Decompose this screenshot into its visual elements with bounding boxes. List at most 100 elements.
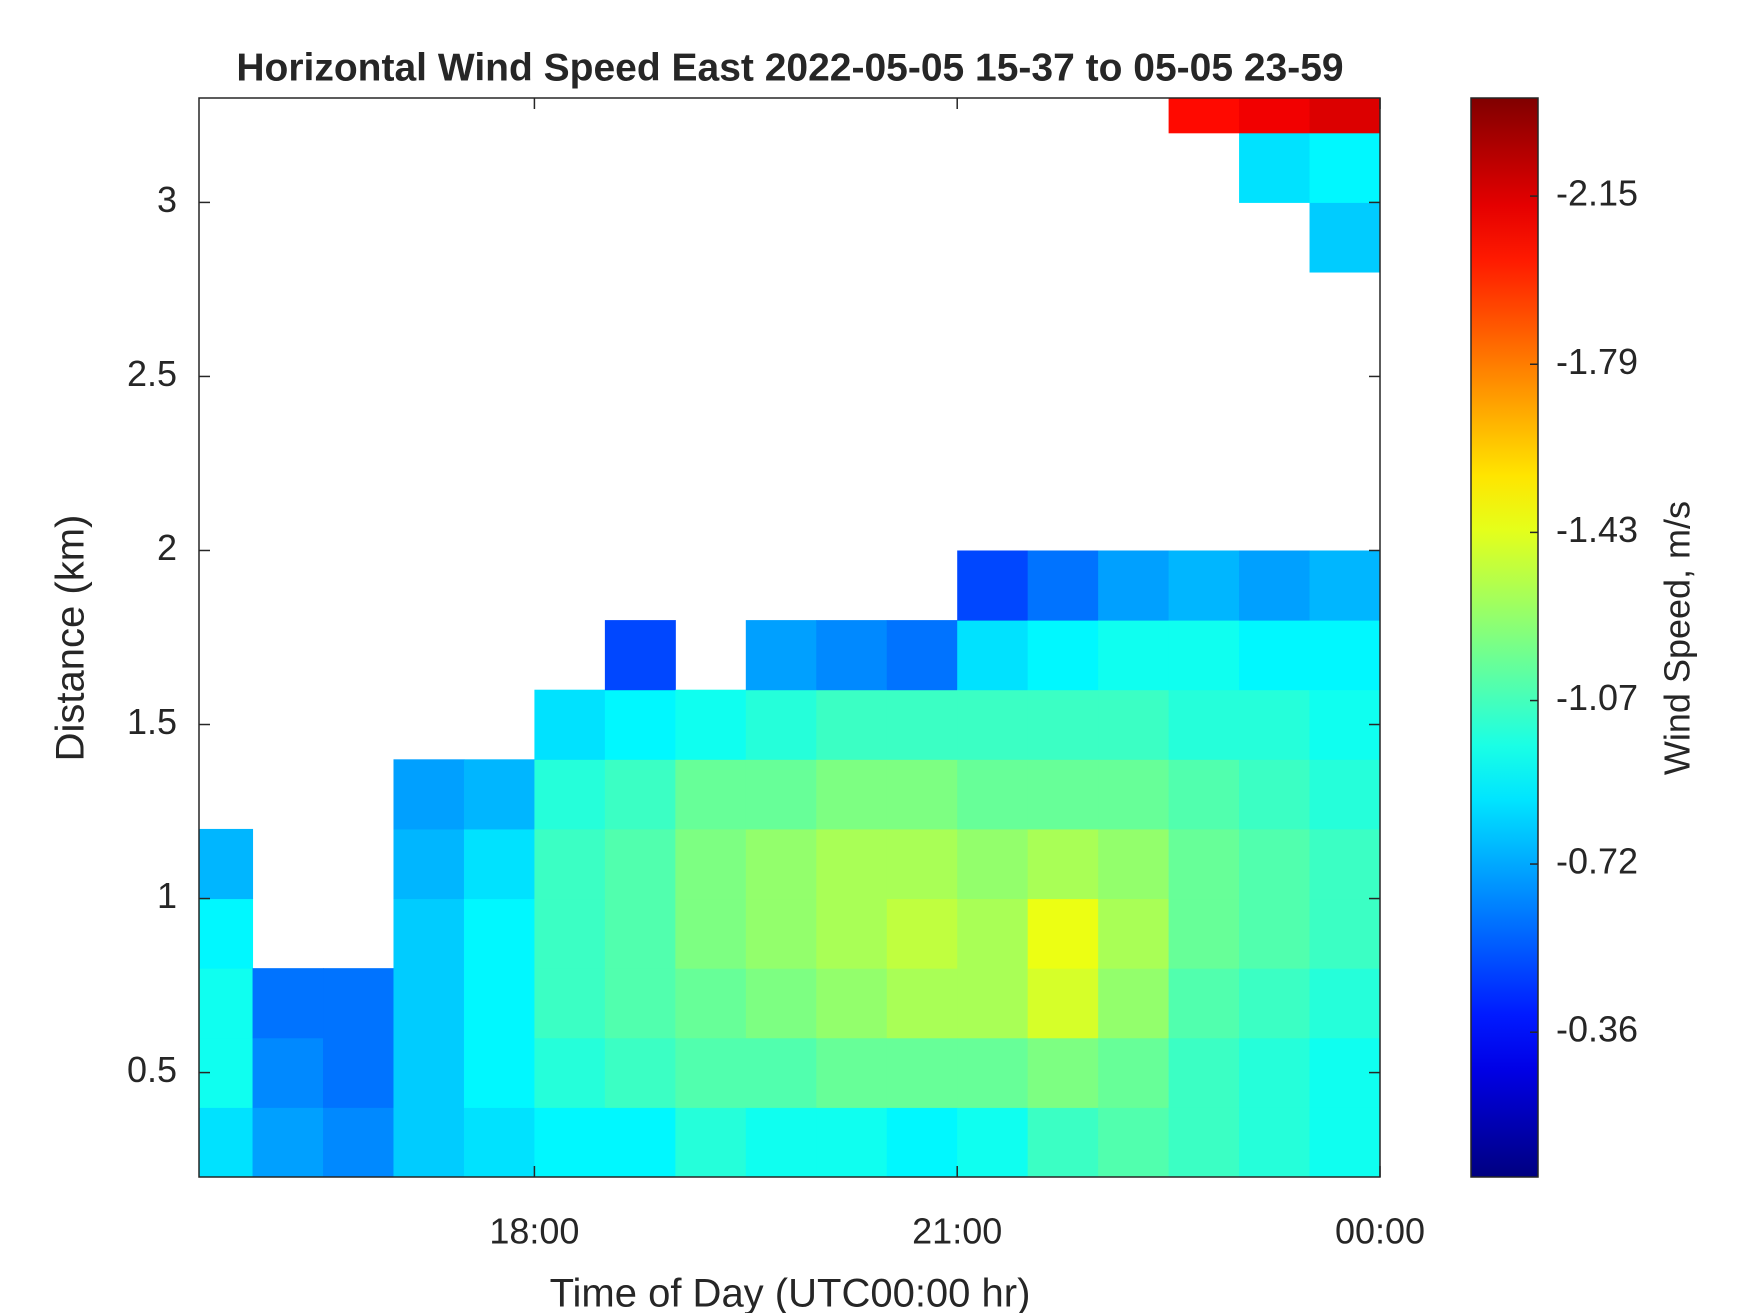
heatmap-cell [604, 759, 676, 830]
heatmap-cell [393, 1037, 465, 1108]
plot-frame [198, 97, 1381, 1178]
heatmap-cell [1098, 1037, 1170, 1108]
heatmap-cell [1168, 1037, 1240, 1108]
heatmap-cell [886, 968, 958, 1039]
heatmap-cell [1027, 968, 1099, 1039]
heatmap-cell [393, 759, 465, 830]
heatmap-cell [534, 968, 606, 1039]
heatmap-cell [675, 759, 747, 830]
heatmap-cell [957, 1037, 1029, 1108]
heatmap-cell [816, 828, 888, 900]
heatmap-cell [1168, 759, 1240, 830]
heatmap-cell [957, 898, 1029, 969]
heatmap-cell [534, 759, 606, 830]
heatmap-cell [1309, 898, 1380, 969]
heatmap-cell [463, 1107, 535, 1177]
heatmap-cell [252, 1037, 324, 1108]
heatmap-cell [1027, 1107, 1099, 1177]
heatmap-cell [1027, 759, 1099, 830]
heatmap-cell [957, 550, 1029, 621]
heatmap-cell [604, 898, 676, 969]
heatmap-cell [675, 828, 747, 900]
heatmap-cell [1168, 689, 1240, 760]
heatmap-cell [199, 898, 254, 969]
heatmap-cell [816, 1107, 888, 1177]
heatmap-cell [463, 759, 535, 830]
colorbar-tick-label: -0.36 [1556, 1009, 1638, 1050]
heatmap-cell [1027, 689, 1099, 760]
heatmap-cell [1098, 1107, 1170, 1177]
heatmap-cell [816, 1037, 888, 1108]
y-tick-label: 2 [157, 527, 177, 568]
heatmap-cell [957, 828, 1029, 900]
heatmap-cell [1098, 759, 1170, 830]
colorbar-tick-label: -1.07 [1556, 677, 1638, 718]
heatmap-cell [816, 898, 888, 969]
heatmap-cell [463, 968, 535, 1039]
heatmap-cell [886, 828, 958, 900]
heatmap-cell [675, 968, 747, 1039]
colorbar-tick-label: -1.79 [1556, 341, 1638, 382]
heatmap-cell [886, 898, 958, 969]
heatmap-cell [1309, 759, 1380, 830]
heatmap-cell [1239, 98, 1311, 134]
x-axis-label: Time of Day (UTC00:00 hr) [550, 1272, 1031, 1313]
heatmap-cell [252, 1107, 324, 1177]
heatmap-cell [1239, 898, 1311, 969]
heatmap-cell [463, 1037, 535, 1108]
heatmap-cell [886, 1107, 958, 1177]
heatmap-cell [1309, 828, 1380, 900]
heatmap-cell [604, 828, 676, 900]
y-tick-label: 1 [157, 875, 177, 916]
heatmap-cell [199, 1037, 254, 1108]
heatmap-cell [1098, 828, 1170, 900]
heatmap-cell [1098, 620, 1170, 691]
heatmap-cell [675, 1107, 747, 1177]
heatmap-cell [604, 1037, 676, 1108]
heatmap-cell [1168, 98, 1240, 134]
heatmap-cell [199, 968, 254, 1039]
x-tick-label: 21:00 [912, 1211, 1002, 1252]
heatmap-cell [1098, 898, 1170, 969]
heatmap-cell [745, 828, 817, 900]
heatmap-cell [252, 968, 324, 1039]
heatmap-cell [1239, 1037, 1311, 1108]
heatmap-cell [604, 620, 676, 691]
colorbar-tick-label: -0.72 [1556, 841, 1638, 882]
heatmap-cell [463, 898, 535, 969]
y-tick-label: 2.5 [127, 353, 177, 394]
heatmap-cell [323, 1037, 394, 1108]
heatmap-cell [1027, 828, 1099, 900]
heatmap-cell [816, 968, 888, 1039]
heatmap-cell [1309, 132, 1380, 203]
heatmap-cell [816, 620, 888, 691]
heatmap-cell [1168, 550, 1240, 621]
heatmap-cell [957, 968, 1029, 1039]
colorbar-tick-label: -2.15 [1556, 173, 1638, 214]
heatmap-cell [534, 1107, 606, 1177]
y-axis-label: Distance (km) [49, 515, 93, 762]
heatmap [199, 98, 1380, 1177]
heatmap-cell [816, 759, 888, 830]
y-tick-label: 0.5 [127, 1049, 177, 1090]
heatmap-cell [1239, 968, 1311, 1039]
heatmap-cell [1098, 968, 1170, 1039]
heatmap-cell [745, 759, 817, 830]
heatmap-cell [957, 689, 1029, 760]
heatmap-cell [1027, 620, 1099, 691]
heatmap-cell [745, 620, 817, 691]
heatmap-cell [745, 1107, 817, 1177]
heatmap-cell [1239, 1107, 1311, 1177]
heatmap-cell [1309, 202, 1380, 273]
heatmap-cell [323, 1107, 394, 1177]
heatmap-cell [886, 1037, 958, 1108]
heatmap-cell [1168, 968, 1240, 1039]
heatmap-cell [1239, 689, 1311, 760]
heatmap-cell [745, 968, 817, 1039]
heatmap-cell [1309, 968, 1380, 1039]
y-tick-label: 1.5 [127, 701, 177, 742]
heatmap-cell [886, 759, 958, 830]
heatmap-cell [534, 1037, 606, 1108]
heatmap-cell [675, 1037, 747, 1108]
